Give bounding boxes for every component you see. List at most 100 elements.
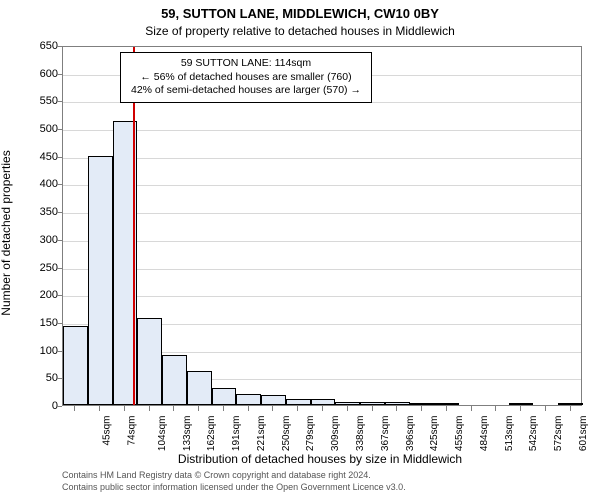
annotation-line-2: ← 56% of detached houses are smaller (76… xyxy=(131,71,361,85)
bar xyxy=(385,402,410,405)
x-tick-label: 513sqm xyxy=(504,416,515,452)
gridline xyxy=(63,185,581,186)
x-tick-label: 542sqm xyxy=(528,416,539,452)
x-tick-label: 396sqm xyxy=(405,416,416,452)
bar xyxy=(286,399,311,405)
x-tick-mark xyxy=(322,406,323,411)
y-tick-label: 350 xyxy=(18,206,58,218)
y-tick-label: 300 xyxy=(18,234,58,246)
x-tick-mark xyxy=(471,406,472,411)
x-tick-label: 221sqm xyxy=(256,416,267,452)
x-tick-label: 484sqm xyxy=(479,416,490,452)
x-tick-mark xyxy=(372,406,373,411)
y-tick-label: 150 xyxy=(18,317,58,329)
x-tick-label: 162sqm xyxy=(207,416,218,452)
gridline xyxy=(63,158,581,159)
x-tick-label: 250sqm xyxy=(281,416,292,452)
y-axis-label: Number of detached properties xyxy=(0,150,13,315)
x-tick-label: 601sqm xyxy=(578,416,589,452)
y-tick-mark xyxy=(57,184,62,185)
x-tick-label: 191sqm xyxy=(231,416,242,452)
y-tick-label: 550 xyxy=(18,95,58,107)
chart-container: 59, SUTTON LANE, MIDDLEWICH, CW10 0BY Si… xyxy=(0,0,600,500)
x-tick-mark xyxy=(520,406,521,411)
bar xyxy=(236,394,261,405)
annotation-line-1: 59 SUTTON LANE: 114sqm xyxy=(131,57,361,71)
x-tick-label: 309sqm xyxy=(330,416,341,452)
bar xyxy=(261,395,286,405)
y-tick-mark xyxy=(57,323,62,324)
bar xyxy=(137,318,162,406)
y-tick-mark xyxy=(57,351,62,352)
gridline xyxy=(63,213,581,214)
y-tick-mark xyxy=(57,240,62,241)
bar xyxy=(558,403,583,405)
y-tick-label: 100 xyxy=(18,345,58,357)
gridline xyxy=(63,269,581,270)
footer: Contains HM Land Registry data © Crown c… xyxy=(62,470,406,493)
y-tick-mark xyxy=(57,74,62,75)
bar xyxy=(311,399,336,405)
x-axis-label: Distribution of detached houses by size … xyxy=(0,452,600,466)
y-tick-label: 450 xyxy=(18,151,58,163)
y-tick-mark xyxy=(57,295,62,296)
y-tick-mark xyxy=(57,406,62,407)
x-tick-label: 455sqm xyxy=(454,416,465,452)
y-tick-mark xyxy=(57,157,62,158)
x-tick-label: 74sqm xyxy=(127,416,138,446)
y-tick-mark xyxy=(57,268,62,269)
bar xyxy=(63,326,88,405)
x-tick-label: 45sqm xyxy=(102,416,113,446)
chart-subtitle: Size of property relative to detached ho… xyxy=(0,24,600,38)
bar xyxy=(88,156,113,405)
y-tick-mark xyxy=(57,129,62,130)
x-tick-mark xyxy=(124,406,125,411)
x-tick-mark xyxy=(570,406,571,411)
footer-line-1: Contains HM Land Registry data © Crown c… xyxy=(62,470,406,482)
bar xyxy=(335,402,360,405)
x-tick-mark xyxy=(272,406,273,411)
annotation-box: 59 SUTTON LANE: 114sqm ← 56% of detached… xyxy=(120,52,372,103)
bar xyxy=(360,402,385,405)
annotation-line-3: 42% of semi-detached houses are larger (… xyxy=(131,84,361,98)
y-tick-mark xyxy=(57,378,62,379)
x-tick-mark xyxy=(396,406,397,411)
x-tick-label: 104sqm xyxy=(157,416,168,452)
y-tick-label: 250 xyxy=(18,262,58,274)
bar xyxy=(212,388,237,405)
y-tick-mark xyxy=(57,46,62,47)
x-tick-mark xyxy=(198,406,199,411)
x-tick-label: 279sqm xyxy=(306,416,317,452)
bar xyxy=(187,371,212,405)
x-tick-mark xyxy=(421,406,422,411)
bar xyxy=(509,403,534,405)
x-tick-mark xyxy=(446,406,447,411)
y-tick-label: 50 xyxy=(18,372,58,384)
x-tick-mark xyxy=(545,406,546,411)
bar xyxy=(410,403,435,405)
y-tick-label: 600 xyxy=(18,68,58,80)
y-tick-label: 500 xyxy=(18,123,58,135)
x-tick-mark xyxy=(297,406,298,411)
footer-line-2: Contains public sector information licen… xyxy=(62,482,406,494)
x-tick-mark xyxy=(347,406,348,411)
bar xyxy=(162,355,187,405)
x-tick-label: 572sqm xyxy=(553,416,564,452)
x-tick-label: 425sqm xyxy=(429,416,440,452)
y-tick-label: 200 xyxy=(18,289,58,301)
y-tick-label: 0 xyxy=(18,400,58,412)
x-tick-mark xyxy=(149,406,150,411)
x-tick-mark xyxy=(99,406,100,411)
y-tick-mark xyxy=(57,101,62,102)
x-tick-label: 338sqm xyxy=(355,416,366,452)
x-tick-mark xyxy=(495,406,496,411)
y-tick-label: 650 xyxy=(18,40,58,52)
x-tick-mark xyxy=(173,406,174,411)
gridline xyxy=(63,241,581,242)
bar xyxy=(434,403,459,405)
x-tick-mark xyxy=(248,406,249,411)
y-tick-label: 400 xyxy=(18,178,58,190)
x-tick-mark xyxy=(74,406,75,411)
x-tick-label: 133sqm xyxy=(182,416,193,452)
x-tick-label: 367sqm xyxy=(380,416,391,452)
